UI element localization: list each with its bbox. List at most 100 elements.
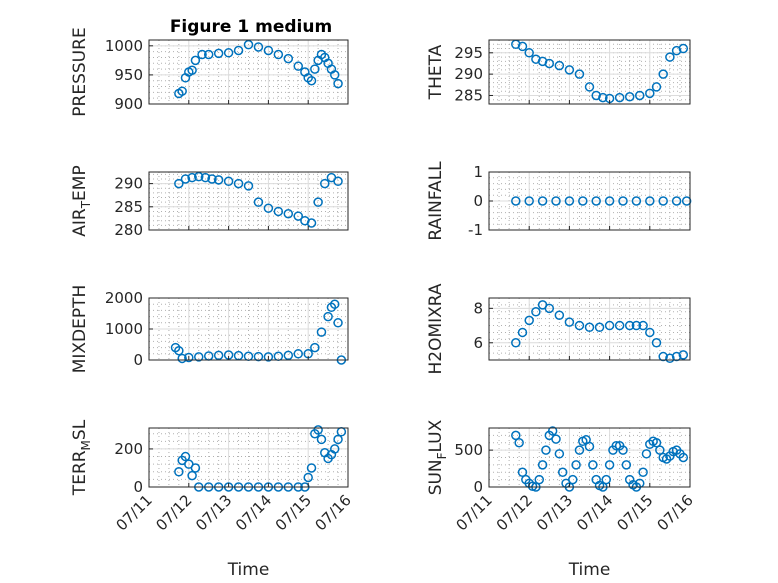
data-point [551,196,561,206]
data-point [584,82,595,92]
data-point [243,39,254,50]
data-point [645,327,655,338]
y-tick-label: 200 [114,440,143,458]
y-tick-label: 6 [473,334,483,352]
data-point [306,75,317,86]
data-point [554,60,565,71]
x-tick-label: 07/14 [232,491,275,534]
data-point [537,196,548,206]
data-point [524,48,534,58]
data-point [574,320,585,331]
data-point [333,176,343,187]
data-point [564,317,575,327]
data-point [541,445,551,455]
data-point [638,320,648,331]
data-point [273,206,284,217]
panel-theta: 285 290 295 THETA [426,39,691,105]
data-point [571,460,581,470]
panel-sun_flux: 0 500 SUNFLUX07/1107/1207/1307/1407/1507/1… [426,419,697,580]
y-axis-label: AIRTEMP [70,165,93,236]
data-point [320,178,330,189]
data-point [568,474,578,485]
data-point [635,90,645,101]
data-point [614,320,625,331]
data-point [671,196,682,206]
data-point [273,49,284,60]
data-point [293,349,303,359]
y-axis-label: PRESSURE [70,27,90,116]
data-point [524,196,534,206]
data-point [598,92,608,103]
data-point [187,65,197,76]
data-point [263,352,274,362]
data-point [534,474,544,485]
y-tick-label: 1 [473,163,483,181]
y-tick-label: 0 [133,351,143,369]
data-point [631,196,642,206]
data-point [547,426,558,436]
data-point [618,196,628,206]
data-point [263,45,274,56]
data-point [678,43,689,54]
data-point [333,434,343,445]
data-point [681,196,692,206]
data-point [511,430,521,441]
data-point [197,49,207,60]
x-tick-label: 07/12 [493,491,536,534]
data-point [329,299,340,309]
axes-frame [488,427,691,488]
data-point [554,310,565,320]
y-axis-label: RAINFALL [426,161,446,241]
data-point [638,467,648,477]
data-point [621,460,632,470]
data-point [514,438,524,448]
data-point [333,78,343,89]
data-point [645,88,655,99]
x-axis-label: Time [227,560,270,580]
data-point [524,315,534,326]
data-point [184,352,194,363]
data-point [233,45,244,56]
data-point [601,474,611,485]
data-point [174,467,184,477]
data-point [574,445,585,455]
data-point [511,338,521,348]
data-point [641,449,652,459]
data-point [253,197,264,207]
data-point [574,69,585,79]
data-point [631,320,642,331]
data-point [588,460,598,470]
data-point [591,196,601,206]
data-point [174,178,184,189]
y-axis-label: H2OMIXRA [426,283,446,374]
x-tick-label: 07/14 [573,491,616,534]
data-point [604,320,615,331]
axes-frame [488,297,691,361]
data-point [517,327,528,338]
y-axis-label: TERRMSL [70,419,93,496]
data-point [293,211,303,221]
data-point [658,351,668,362]
y-tick-label: 285 [114,198,143,216]
data-point [678,452,689,463]
data-point [223,176,234,187]
y-tick-label: 290 [454,65,483,83]
data-point [194,171,204,182]
data-point [283,209,294,219]
y-tick-label: 2000 [105,289,143,307]
data-point [177,353,187,364]
y-tick-label: 295 [454,44,483,62]
x-tick-label: 07/15 [272,491,315,534]
panel-terr_msl: 0 200 TERRMSL 07/1107/1207/1307/1407/1507/1… [70,419,355,580]
data-point [517,467,528,477]
data-point [554,449,565,459]
data-point [310,342,320,353]
y-tick-label: 0 [473,192,483,210]
data-point [190,463,201,473]
data-point [310,64,320,74]
data-point [329,70,340,80]
data-point [544,303,555,314]
data-point [604,196,615,206]
